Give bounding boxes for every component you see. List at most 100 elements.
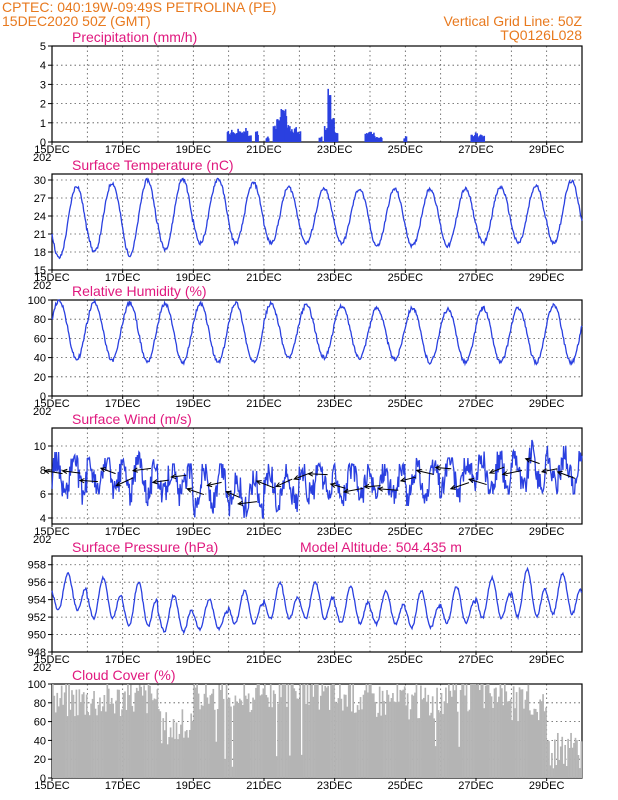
wind-vector-head [115,481,122,487]
cloud-bar [59,698,62,778]
cloud-bar [91,698,94,778]
wind-vector-head [293,475,300,481]
cloud-bar [172,719,175,778]
cloud-bar [458,746,461,778]
wind-vector [152,479,169,483]
precipitation-bar [289,126,291,142]
cloud-bar [155,699,157,778]
wind-vector [378,488,399,491]
cloud-bar [352,684,355,778]
cloud-bar [156,689,159,778]
cloud-bar [405,705,408,778]
cloud-bar [269,684,272,778]
cloud-bar [434,746,437,778]
cloud-bar [476,684,478,778]
cloud-ytick-label: 40 [34,735,46,747]
cloud-bar [106,684,109,778]
cloud-bar [193,684,196,778]
precipitation-bar [472,136,475,142]
wind-vector [343,487,364,493]
cloud-bar [252,697,254,778]
wind-vector-head [363,483,370,490]
cloud-bar [339,684,341,778]
pressure-year-label: 202 [33,662,51,674]
precipitation-ytick-label: 1 [40,118,46,130]
cloud-bar [146,713,148,778]
cloud-bar [234,695,237,778]
wind-xtick-label: 27DEC [458,526,494,538]
cloud-bar [511,720,514,778]
cloud-bar [508,700,511,778]
wind-vector-head [415,468,422,474]
cloud-bar [105,711,107,778]
cloud-bar [299,684,302,778]
cloud-bar [208,703,210,778]
cloud-bar [315,684,318,778]
temperature-xtick-label: 17DEC [105,272,141,284]
cloud-bar [459,689,462,778]
cloud-bar [197,693,200,778]
cloud-bar [443,701,446,778]
wind-series-line [51,439,583,519]
precipitation-ytick-label: 0 [40,137,46,149]
wind-vector [468,478,487,486]
cloud-bar [439,712,441,778]
humidity-series-line [51,298,583,367]
wind-xtick-label: 23DEC [317,526,353,538]
cloud-bar [539,699,541,778]
cloud-bar [568,747,571,778]
humidity-ytick-label: 0 [40,391,46,403]
humidity-ytick-label: 40 [34,353,46,365]
humidity-xtick-label: 19DEC [176,398,212,410]
wind-vector-head [488,468,495,474]
cloud-bar [380,715,382,778]
cloud-bar [256,684,259,778]
cloud-bar [99,697,101,778]
cloud-xtick-label: 15DEC [34,780,70,792]
cloud-bar [484,685,487,778]
wind-vector-head [342,488,349,494]
model-altitude-label: Model Altitude: 504.435 m [300,539,462,555]
cloud-bar [505,691,508,778]
cloud-bar [492,707,494,778]
pressure-ytick-label: 952 [28,612,46,624]
cloud-bar [364,690,366,778]
cloud-bar [75,689,78,778]
cloud-bar [330,685,332,778]
cloud-bar [88,715,91,778]
cloud-bar [414,692,416,778]
cloud-bar [90,703,92,778]
cloud-bar [162,718,165,778]
cloud-bar [238,698,241,778]
cloud-xtick-label: 17DEC [105,780,141,792]
precipitation-bar [299,131,302,142]
cloud-bar [190,713,193,778]
temperature-series-line [51,177,583,260]
cloud-bar [430,712,433,778]
cloud-bar [390,698,393,778]
wind-xtick-label: 25DEC [388,526,424,538]
cloud-bar [367,692,369,778]
cloud-bar [521,689,524,778]
cloud-bar [110,697,113,778]
cloud-xtick-label: 27DEC [458,780,494,792]
cloud-bar [392,693,394,778]
humidity-ytick-label: 60 [34,333,46,345]
pressure-xtick-label: 17DEC [105,654,141,666]
cloud-bar [577,755,580,778]
cloud-bar [149,685,151,778]
cloud-bar [545,707,547,778]
cloud-bar [347,685,350,778]
humidity-xtick-label: 25DEC [388,398,424,410]
cloud-bar [473,684,475,778]
precipitation-ytick-label: 5 [40,41,46,53]
wind-vector [171,474,187,478]
cloud-bar [125,709,128,778]
cloud-bar [464,695,466,778]
wind-title: Surface Wind (m/s) [72,411,192,427]
wind-vector [489,466,505,474]
cloud-bar [81,694,84,778]
cloud-bar [290,684,293,778]
cloud-bar [312,696,315,778]
cloud-bar [206,697,209,778]
